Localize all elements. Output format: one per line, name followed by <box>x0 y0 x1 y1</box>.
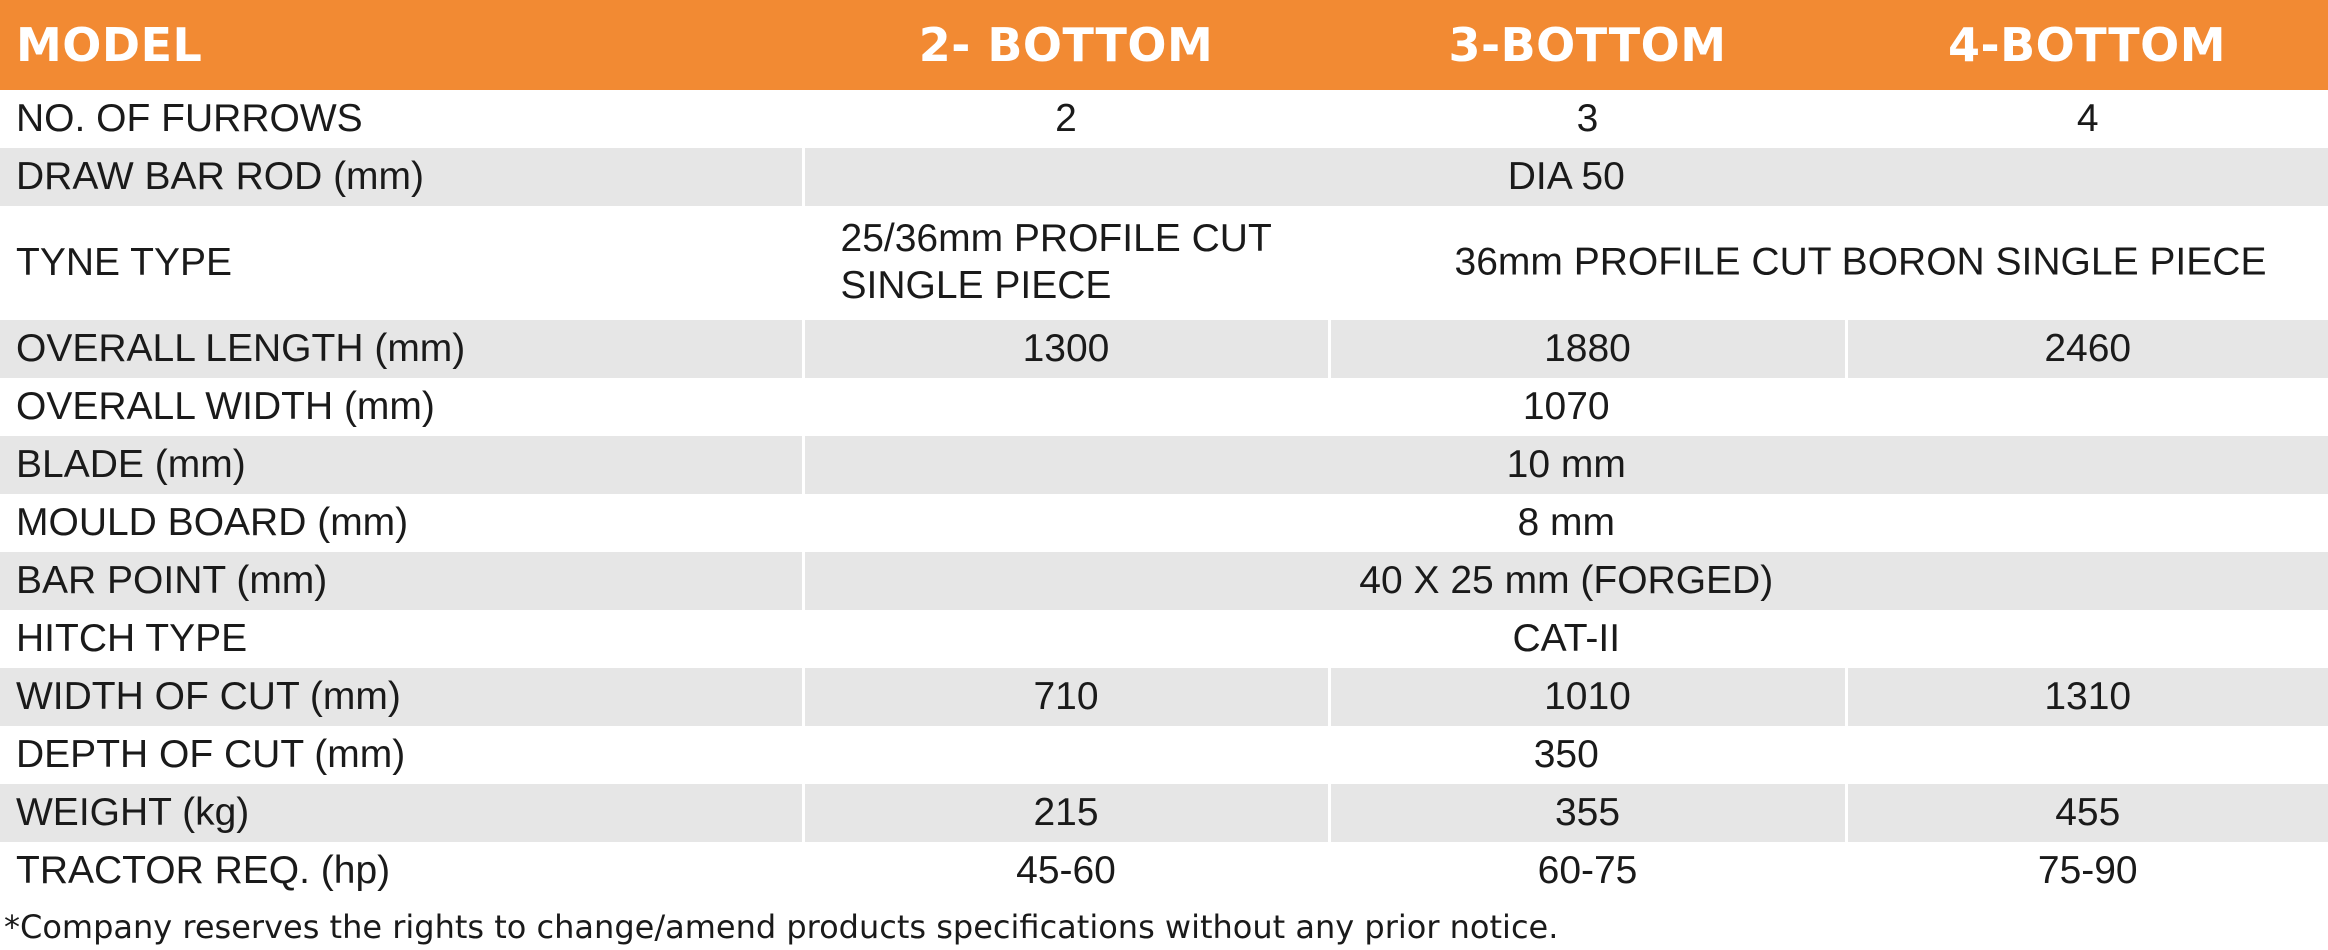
row-label: DEPTH OF CUT (mm) <box>0 726 805 784</box>
row-hitch-type: HITCH TYPE CAT-II <box>0 610 2328 668</box>
row-label: NO. OF FURROWS <box>0 90 805 148</box>
row-mould-board: MOULD BOARD (mm) 8 mm <box>0 494 2328 552</box>
footnote: *Company reserves the rights to change/a… <box>4 908 1559 946</box>
row-blade: BLADE (mm) 10 mm <box>0 436 2328 494</box>
cell-3-bottom: 355 <box>1329 784 1848 842</box>
header-3-bottom: 3-BOTTOM <box>1448 18 1727 72</box>
row-label: WEIGHT (kg) <box>0 784 805 842</box>
cell-shared-value: 10 mm <box>803 436 2328 494</box>
cell-2-bottom: 215 <box>803 784 1331 842</box>
row-label: WIDTH OF CUT (mm) <box>0 668 805 726</box>
row-overall-width: OVERALL WIDTH (mm) 1070 <box>0 378 2328 436</box>
cell-text: 36mm PROFILE CUT BORON SINGLE PIECE <box>1454 240 2267 284</box>
header-4-bottom: 4-BOTTOM <box>1948 18 2226 72</box>
spec-table: MODEL 2- BOTTOM 3-BOTTOM 4-BOTTOM NO. OF… <box>0 0 2328 900</box>
row-label: DRAW BAR ROD (mm) <box>0 148 805 206</box>
cell-3-4-bottom: 36mm PROFILE CUT BORON SINGLE PIECE <box>1329 206 2328 320</box>
row-tractor-req: TRACTOR REQ. (hp) 45-60 60-75 75-90 <box>0 842 2328 900</box>
cell-4-bottom: 2460 <box>1846 320 2328 378</box>
cell-4-bottom: 75-90 <box>2037 848 2138 892</box>
cell-3-bottom: 1010 <box>1329 668 1848 726</box>
row-bar-point: BAR POINT (mm) 40 X 25 mm (FORGED) <box>0 552 2328 610</box>
row-overall-length: OVERALL LENGTH (mm) 1300 1880 2460 <box>0 320 2328 378</box>
row-label: BAR POINT (mm) <box>0 552 805 610</box>
row-label: TRACTOR REQ. (hp) <box>0 842 805 900</box>
cell-shared-value: 40 X 25 mm (FORGED) <box>803 552 2328 610</box>
row-weight: WEIGHT (kg) 215 355 455 <box>0 784 2328 842</box>
cell-2-bottom: 45-60 <box>803 842 1331 900</box>
cell-4-bottom: 4 <box>2076 96 2099 140</box>
row-label: TYNE TYPE <box>0 206 805 320</box>
cell-2-bottom: 2 <box>803 90 1331 148</box>
cell-shared-value: 1070 <box>1522 384 1610 428</box>
row-furrows: NO. OF FURROWS 2 3 4 <box>0 90 2328 148</box>
cell-4-bottom: 1310 <box>1846 668 2328 726</box>
row-label: BLADE (mm) <box>0 436 805 494</box>
row-label: OVERALL LENGTH (mm) <box>0 320 805 378</box>
cell-2-bottom: 1300 <box>803 320 1331 378</box>
header-2-bottom: 2- BOTTOM <box>918 18 1214 72</box>
row-label: OVERALL WIDTH (mm) <box>0 378 805 436</box>
row-depth-of-cut: DEPTH OF CUT (mm) 350 <box>0 726 2328 784</box>
cell-3-bottom: 3 <box>1329 90 1848 148</box>
cell-shared-value: 8 mm <box>1517 500 1616 544</box>
cell-3-bottom: 60-75 <box>1329 842 1848 900</box>
header-model: MODEL <box>16 18 203 72</box>
cell-shared-value: DIA 50 <box>803 148 2328 206</box>
cell-shared-value: 350 <box>1533 732 1599 776</box>
cell-4-bottom: 455 <box>1846 784 2328 842</box>
row-tyne-type: TYNE TYPE 25/36mm PROFILE CUT SINGLE PIE… <box>0 206 2328 320</box>
row-label: HITCH TYPE <box>0 610 805 668</box>
cell-shared-value: CAT-II <box>1512 616 1621 660</box>
header-row: MODEL 2- BOTTOM 3-BOTTOM 4-BOTTOM <box>0 0 2328 90</box>
cell-3-bottom: 1880 <box>1329 320 1848 378</box>
cell-2-bottom: 25/36mm PROFILE CUT SINGLE PIECE <box>803 206 1331 320</box>
row-label: MOULD BOARD (mm) <box>0 494 805 552</box>
cell-2-bottom: 710 <box>803 668 1331 726</box>
row-draw-bar: DRAW BAR ROD (mm) DIA 50 <box>0 148 2328 206</box>
row-width-of-cut: WIDTH OF CUT (mm) 710 1010 1310 <box>0 668 2328 726</box>
